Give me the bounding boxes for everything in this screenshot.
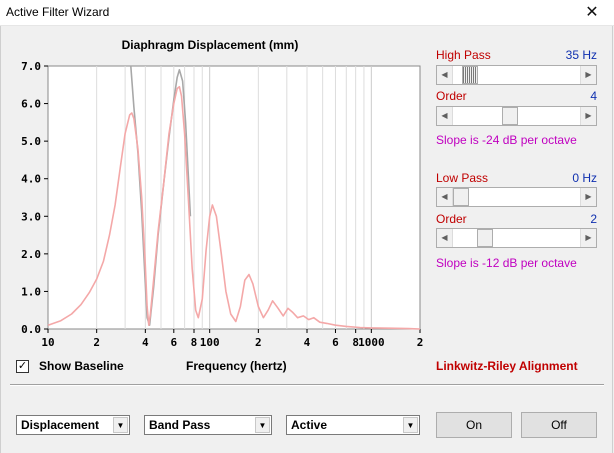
x-tick-label: 2 [255,336,262,349]
x-tick-label: 8 [191,336,198,349]
x-tick-label: 4 [142,336,149,349]
high-pass-value: 35 Hz [565,48,597,62]
lp-order-label: Order [436,212,467,226]
slider-thumb[interactable] [501,107,518,125]
window-left-edge [0,26,1,453]
low-pass-value: 0 Hz [572,171,597,185]
y-tick-label: 2.0 [21,248,41,261]
lp-order-value: 2 [590,212,597,226]
y-tick-label: 4.0 [21,173,41,186]
slider-right-arrow-icon[interactable]: ▶ [580,107,596,125]
slider-left-arrow-icon[interactable]: ◀ [437,229,453,247]
slider-right-arrow-icon[interactable]: ▶ [580,188,596,206]
high-pass-slider[interactable]: ◀ ▶ [436,65,597,85]
hp-order-value: 4 [590,89,597,103]
y-tick-label: 5.0 [21,135,41,148]
x-axis-label: Frequency (hertz) [186,359,287,373]
x-tick-label: 6 [332,336,339,349]
window-title: Active Filter Wizard [6,5,110,19]
slider-left-arrow-icon[interactable]: ◀ [437,188,453,206]
slider-thumb[interactable] [461,66,478,84]
slider-left-arrow-icon[interactable]: ◀ [437,66,453,84]
low-pass-label: Low Pass [436,171,489,185]
chevron-down-icon[interactable]: ▼ [255,417,270,433]
alignment-text: Linkwitz-Riley Alignment [436,359,578,373]
plot-area [47,65,421,330]
window-right-edge [612,26,613,453]
response-series-line [47,85,421,330]
lp-order-slider[interactable]: ◀ ▶ [436,228,597,248]
slider-right-arrow-icon[interactable]: ▶ [580,66,596,84]
x-tick-label: 10 [41,336,54,349]
x-tick-label: 4 [304,336,311,349]
view-select[interactable]: Displacement ▼ [16,415,130,435]
off-button[interactable]: Off [521,412,597,438]
show-baseline-label[interactable]: Show Baseline [39,359,124,373]
high-pass-label: High Pass [436,48,491,62]
mode-select[interactable]: Active ▼ [286,415,420,435]
slider-thumb[interactable] [453,188,469,206]
close-icon[interactable]: ✕ [585,4,599,21]
hp-order-label: Order [436,89,467,103]
on-button[interactable]: On [436,412,512,438]
lp-slope-text: Slope is -12 dB per octave [436,256,577,270]
view-select-value: Displacement [21,418,100,432]
hp-slope-text: Slope is -24 dB per octave [436,133,577,147]
y-tick-label: 3.0 [21,210,41,223]
low-pass-slider[interactable]: ◀ ▶ [436,187,597,207]
slider-thumb[interactable] [477,229,494,247]
slider-left-arrow-icon[interactable]: ◀ [437,107,453,125]
y-tick-label: 6.0 [21,98,41,111]
show-baseline-checkbox[interactable]: ✓ [16,360,29,373]
filter-type-select[interactable]: Band Pass ▼ [144,415,272,435]
filter-type-select-value: Band Pass [149,418,211,432]
y-tick-label: 0.0 [21,323,41,336]
x-tick-label: 2 [417,336,424,349]
x-tick-label: 2 [93,336,100,349]
chart-title: Diaphragm Displacement (mm) [121,38,299,52]
chevron-down-icon[interactable]: ▼ [113,417,128,433]
chevron-down-icon[interactable]: ▼ [403,417,418,433]
y-tick-label: 1.0 [21,285,41,298]
separator [10,384,604,386]
hp-order-slider[interactable]: ◀ ▶ [436,106,597,126]
x-tick-label: 100 [200,336,220,349]
x-tick-label: 6 [170,336,177,349]
displacement-chart: 0.01.02.03.04.05.06.07.010 2 4 6 8 100 2 4 6 8 100… [21,60,424,349]
slider-right-arrow-icon[interactable]: ▶ [580,229,596,247]
x-tick-label: 1000 [358,336,385,349]
x-tick-label: 8 [352,336,359,349]
mode-select-value: Active [291,418,328,432]
title-bar: Active Filter Wizard ✕ [0,0,614,26]
y-tick-label: 7.0 [21,60,41,73]
